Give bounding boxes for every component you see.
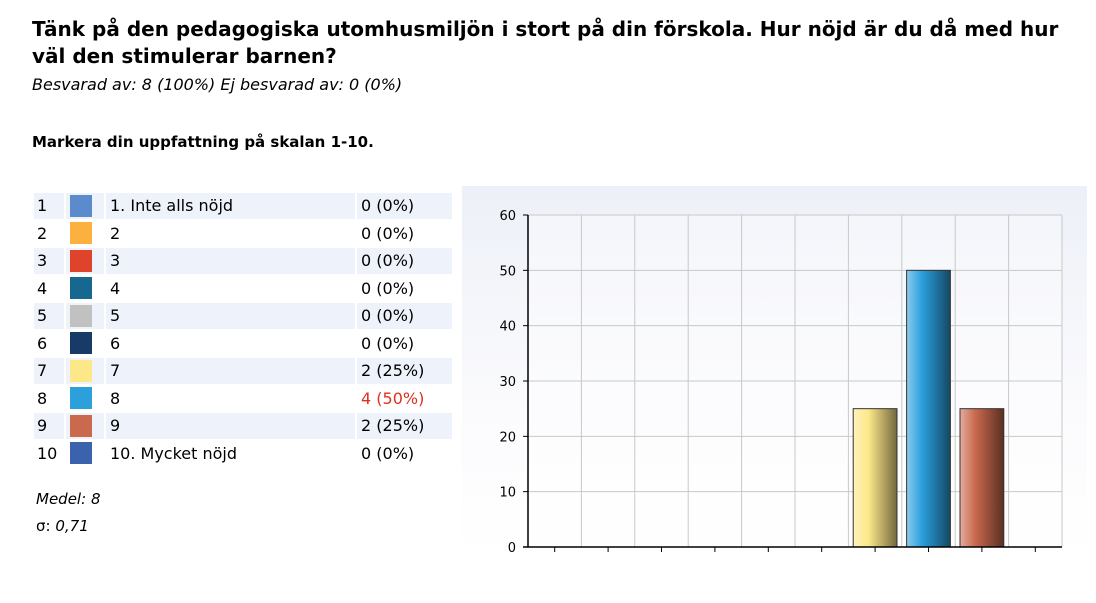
legend-count: 4 (50%) <box>361 388 425 408</box>
legend-label: 8 <box>110 388 121 408</box>
legend-label: 1. Inte alls nöjd <box>106 193 355 219</box>
y-tick-label: 50 <box>499 264 516 279</box>
color-swatch <box>70 414 92 437</box>
legend-swatch-cell <box>66 276 104 302</box>
legend-count: 0 (0%) <box>357 193 452 219</box>
bar-8 <box>906 269 951 548</box>
legend-table: 1 1. Inte alls nöjd 0 (0%) 2 2 0 (0%) 3 3 0 (0%)… <box>32 191 454 468</box>
legend-label: 9 <box>106 413 355 439</box>
answered-summary: Besvarad av: 8 (100%) Ej besvarad av: 0 … <box>32 75 403 94</box>
sd-label: σ: <box>36 517 51 535</box>
legend-label: 3 <box>106 248 355 274</box>
legend-count: 2 (25%) <box>357 413 452 439</box>
color-swatch <box>70 387 92 410</box>
legend-number: 9 <box>34 413 64 439</box>
legend-row: 2 2 0 (0%) <box>34 221 452 247</box>
color-swatch <box>70 332 92 355</box>
color-swatch <box>70 222 92 245</box>
legend-count: 0 (0%) <box>357 303 452 329</box>
color-swatch <box>70 442 92 465</box>
legend-row: 8 8 4 (50%) <box>34 386 452 412</box>
legend-swatch-cell <box>66 358 104 384</box>
y-tick-label: 60 <box>499 209 516 224</box>
legend-row: 4 4 0 (0%) <box>34 276 452 302</box>
legend-swatch-cell <box>66 193 104 219</box>
legend-number: 8 <box>37 388 48 408</box>
y-tick-label: 0 <box>508 541 516 556</box>
legend-count: 0 (0%) <box>357 248 452 274</box>
legend-number: 1 <box>34 193 64 219</box>
legend-swatch-cell <box>66 441 104 467</box>
legend-number: 2 <box>37 223 48 243</box>
legend-label: 6 <box>110 333 121 353</box>
legend-number: 4 <box>37 278 48 298</box>
stat-sd: σ: 0,71 <box>36 517 89 535</box>
legend-count: 0 (0%) <box>361 443 415 463</box>
color-swatch <box>70 249 92 272</box>
color-swatch <box>70 194 92 217</box>
chart-panel: 010203040506012345678910 <box>462 186 1087 560</box>
color-swatch <box>70 359 92 382</box>
y-tick-label: 20 <box>499 430 516 445</box>
legend-swatch-cell <box>66 331 104 357</box>
legend-label: 4 <box>110 278 121 298</box>
color-swatch <box>70 304 92 327</box>
scale-instruction: Markera din uppfattning på skalan 1-10. <box>32 133 374 151</box>
legend-count: 2 (25%) <box>357 358 452 384</box>
bar-7 <box>852 408 898 548</box>
color-swatch <box>70 277 92 300</box>
legend-row: 6 6 0 (0%) <box>34 331 452 357</box>
mean-label: Medel: <box>36 490 87 508</box>
legend-label: 5 <box>106 303 355 329</box>
legend-number: 3 <box>34 248 64 274</box>
legend-swatch-cell <box>66 248 104 274</box>
stat-mean: Medel: 8 <box>36 490 100 508</box>
sd-value: 0,71 <box>55 517 89 535</box>
legend-count: 0 (0%) <box>361 278 415 298</box>
legend-number: 6 <box>37 333 48 353</box>
legend-number: 7 <box>34 358 64 384</box>
legend-row: 10 10. Mycket nöjd 0 (0%) <box>34 441 452 467</box>
bar-9 <box>959 408 1005 548</box>
legend-swatch-cell <box>66 303 104 329</box>
y-tick-label: 40 <box>499 320 516 335</box>
y-tick-label: 10 <box>499 486 516 501</box>
y-tick-label: 30 <box>499 375 516 390</box>
question-title: Tänk på den pedagogiska utomhusmiljön i … <box>32 17 1059 68</box>
legend-swatch-cell <box>66 386 104 412</box>
legend-swatch-cell <box>66 413 104 439</box>
legend-row: 1 1. Inte alls nöjd 0 (0%) <box>34 193 452 219</box>
legend-label: 2 <box>110 223 121 243</box>
legend-number: 5 <box>34 303 64 329</box>
legend-number: 10 <box>37 443 58 463</box>
legend-label: 10. Mycket nöjd <box>110 443 238 463</box>
mean-value: 8 <box>90 490 101 508</box>
legend-swatch-cell <box>66 221 104 247</box>
bar-chart: 010203040506012345678910 <box>499 209 1063 556</box>
legend-count: 0 (0%) <box>361 223 415 243</box>
legend-count: 0 (0%) <box>361 333 415 353</box>
legend-label: 7 <box>106 358 355 384</box>
